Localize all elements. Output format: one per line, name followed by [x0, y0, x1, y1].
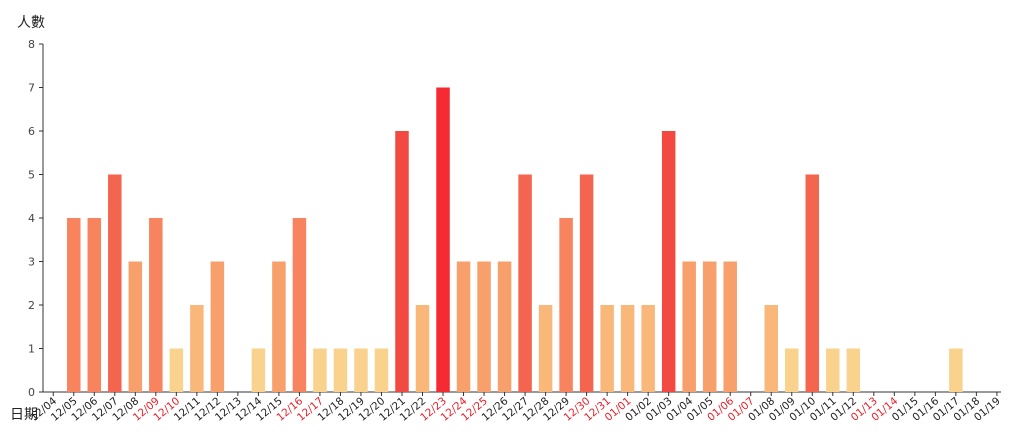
bar	[559, 218, 573, 392]
y-tick-label: 0	[28, 386, 35, 399]
y-tick-label: 4	[28, 212, 35, 225]
y-tick-label: 3	[28, 256, 35, 269]
bar	[949, 348, 963, 392]
bar	[497, 261, 512, 392]
bar	[538, 305, 553, 392]
bar	[682, 261, 696, 392]
bar	[456, 261, 471, 392]
bar	[785, 348, 799, 392]
x-axis-label: 日期	[10, 407, 38, 423]
bar	[702, 261, 717, 392]
bar	[210, 261, 225, 392]
x-axis: 12/0412/0512/0612/0712/0812/0912/1012/11…	[28, 391, 1003, 424]
bar	[600, 305, 614, 392]
bar	[415, 305, 430, 392]
y-tick-label: 1	[28, 343, 35, 356]
bar	[272, 261, 286, 392]
bars	[67, 87, 963, 392]
bar	[108, 174, 122, 392]
bar	[67, 218, 81, 392]
bar	[374, 348, 389, 392]
bar	[579, 174, 594, 392]
bar	[805, 174, 820, 392]
bar	[477, 261, 491, 392]
bar	[190, 305, 204, 392]
bar	[128, 261, 143, 392]
bar	[723, 261, 737, 392]
bar	[436, 87, 450, 392]
y-tick-label: 8	[28, 38, 35, 51]
bar	[169, 348, 184, 392]
bar	[846, 348, 861, 392]
y-axis: 0 1 2 3 4 5 6 7 8	[28, 38, 44, 399]
bar	[518, 174, 532, 392]
bar	[395, 131, 409, 392]
y-tick-label: 6	[28, 125, 35, 138]
y-tick-label: 7	[28, 82, 35, 95]
y-tick-label: 5	[28, 169, 35, 182]
bar	[313, 348, 327, 392]
bar	[620, 305, 635, 392]
bar	[354, 348, 368, 392]
bar	[826, 348, 840, 392]
bar	[641, 305, 655, 392]
bar	[149, 218, 163, 392]
bar	[764, 305, 778, 392]
y-tick-label: 2	[28, 299, 35, 312]
bar	[292, 218, 307, 392]
y-axis-label: 人數	[17, 15, 45, 31]
bar	[661, 131, 676, 392]
bar	[87, 218, 102, 392]
bar	[251, 348, 266, 392]
bar	[333, 348, 348, 392]
